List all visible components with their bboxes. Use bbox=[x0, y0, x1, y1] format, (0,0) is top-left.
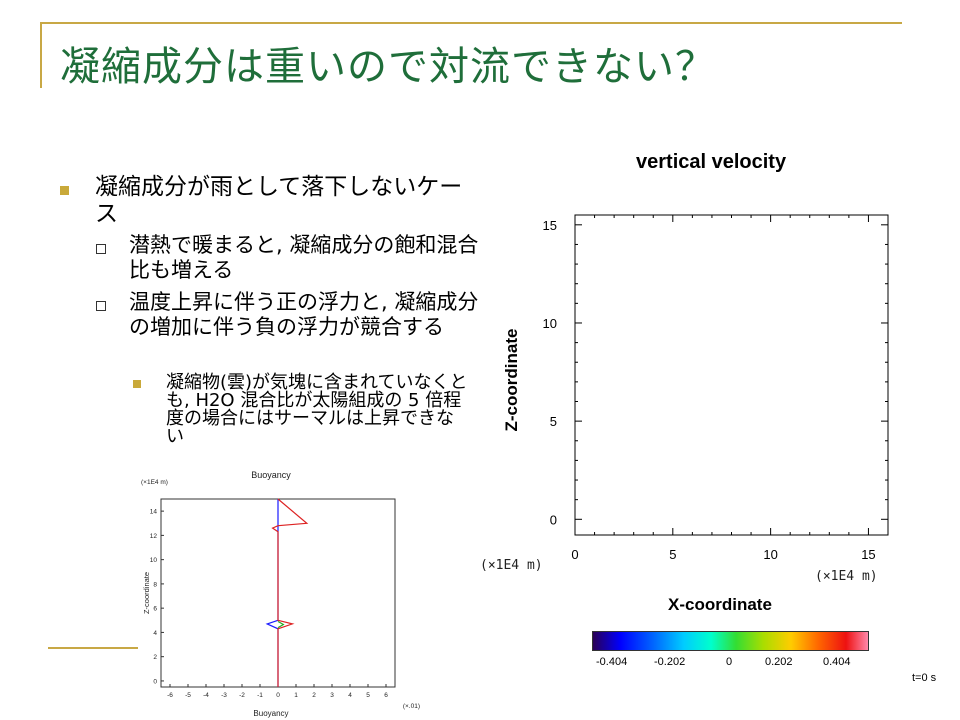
velocity-x-unit: (×1E4 m) bbox=[480, 558, 543, 573]
velocity-x-tick-label: 10 bbox=[763, 547, 777, 562]
buoyancy-x-tick-label: -4 bbox=[203, 692, 209, 699]
buoyancy-x-tick-label: -3 bbox=[221, 692, 227, 699]
buoyancy-x-tick-label: -6 bbox=[167, 692, 173, 699]
colorbar-tick-4: 0.404 bbox=[823, 656, 851, 668]
buoyancy-x-tick-label: 4 bbox=[348, 692, 352, 699]
buoyancy-x-label: Buoyancy bbox=[253, 709, 288, 718]
buoyancy-y-tick-label: 8 bbox=[153, 581, 157, 588]
velocity-plot-frame bbox=[574, 214, 889, 536]
velocity-axis-ticks: 0 5 10 15 15 10 5 0 bbox=[543, 215, 888, 562]
colorbar-tick-0: -0.404 bbox=[596, 656, 628, 668]
buoyancy-series bbox=[265, 498, 309, 687]
left-rule bbox=[40, 22, 42, 88]
velocity-z-tick-label: 0 bbox=[550, 512, 557, 527]
buoyancy-y-tick-label: 6 bbox=[153, 606, 157, 613]
buoyancy-series-line-2 bbox=[277, 620, 285, 629]
bullet-text-4: 凝縮物(雲)が気塊に含まれていなくとも, H2O 混合比が太陽組成の 5 倍程度… bbox=[166, 372, 468, 447]
velocity-x-tick-label: 5 bbox=[669, 547, 676, 562]
buoyancy-x-tick-label: 0 bbox=[276, 692, 280, 699]
bullet-marker-1 bbox=[60, 186, 69, 195]
slide-title: 凝縮成分は重いので対流できない？ bbox=[60, 44, 716, 90]
colorbar bbox=[592, 631, 869, 651]
velocity-x-tick-label: 15 bbox=[861, 547, 875, 562]
bullet-text-1: 凝縮成分が雨として落下しないケース bbox=[95, 174, 463, 227]
velocity-y-label: Z-coordinate bbox=[502, 328, 521, 432]
colorbar-tick-1: -0.202 bbox=[654, 656, 686, 668]
buoyancy-plot: Buoyancy (×1E4 m) -6 -5 -4 -3 -2 -1 0 1 2 3 4 5 6141… bbox=[138, 462, 424, 718]
buoyancy-y-tick-label: 0 bbox=[153, 678, 157, 685]
buoyancy-y-tick-label: 10 bbox=[150, 557, 158, 564]
velocity-z-unit: (×1E4 m) bbox=[815, 569, 878, 584]
buoyancy-x-tick-label: -1 bbox=[257, 692, 263, 699]
buoyancy-y-tick-label: 14 bbox=[150, 509, 158, 516]
bullet-text-3: 温度上昇に伴う正の浮力と, 凝縮成分の増加に伴う負の浮力が競合する bbox=[129, 290, 479, 339]
buoyancy-x-tick-label: 5 bbox=[366, 692, 370, 699]
velocity-z-tick-label: 10 bbox=[543, 316, 557, 331]
bottom-rule bbox=[48, 647, 140, 649]
colorbar-tick-2: 0 bbox=[726, 656, 733, 668]
buoyancy-x-tick-label: 2 bbox=[312, 692, 316, 699]
buoyancy-y-tick-label: 2 bbox=[153, 654, 157, 661]
buoyancy-y-label: Z-coordinate bbox=[142, 572, 151, 614]
buoyancy-plot-title: Buoyancy bbox=[251, 470, 291, 480]
bullet-marker-3 bbox=[96, 301, 106, 311]
velocity-x-tick-label: 0 bbox=[571, 547, 578, 562]
buoyancy-y-tick-label: 4 bbox=[153, 630, 157, 637]
time-label: t=0 s bbox=[912, 672, 937, 684]
velocity-z-tick-label: 5 bbox=[550, 414, 557, 429]
bullet-text-2: 潜熱で暖まると, 凝縮成分の飽和混合比も増える bbox=[129, 233, 479, 282]
buoyancy-x-tick-label: -5 bbox=[185, 692, 191, 699]
buoyancy-x-tick-label: -2 bbox=[239, 692, 245, 699]
buoyancy-x-tick-label: 1 bbox=[294, 692, 298, 699]
velocity-plot-title: vertical velocity bbox=[636, 151, 787, 173]
velocity-z-tick-label: 15 bbox=[543, 218, 557, 233]
buoyancy-y-unit: (×1E4 m) bbox=[141, 479, 168, 486]
top-rule bbox=[40, 22, 902, 24]
velocity-plot: 0 5 10 15 15 10 5 0 bbox=[543, 214, 889, 562]
buoyancy-x-unit: (×.01) bbox=[403, 703, 420, 710]
buoyancy-x-tick-label: 3 bbox=[330, 692, 334, 699]
colorbar-tick-3: 0.202 bbox=[765, 656, 793, 668]
buoyancy-x-tick-label: 6 bbox=[384, 692, 388, 699]
bullet-marker-4 bbox=[133, 380, 141, 388]
buoyancy-y-tick-label: 12 bbox=[150, 533, 158, 540]
bullet-marker-2 bbox=[96, 244, 106, 254]
velocity-x-label: X-coordinate bbox=[668, 595, 772, 614]
buoyancy-series-line-1 bbox=[271, 498, 309, 687]
